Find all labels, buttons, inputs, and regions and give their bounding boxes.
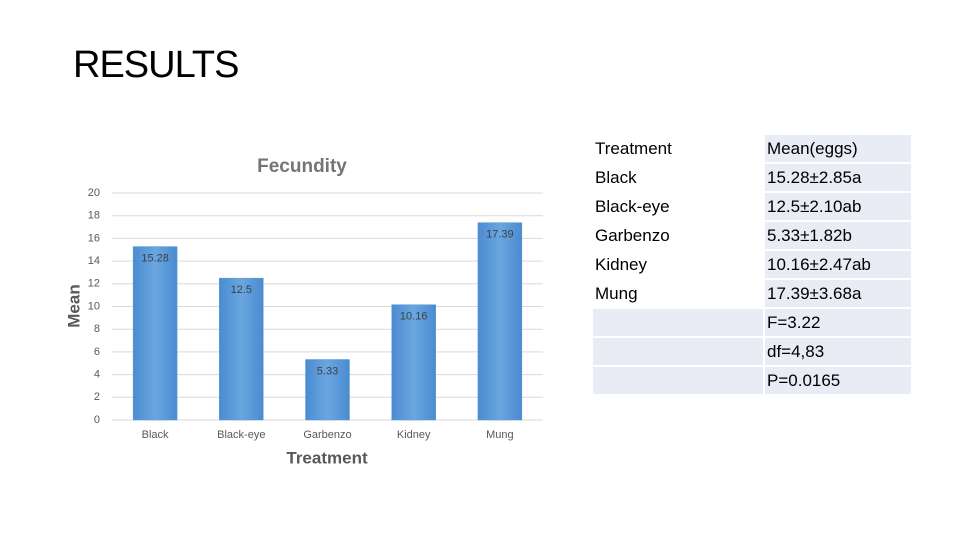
table-row: P=0.0165	[591, 365, 913, 396]
y-tick-label: 18	[88, 210, 100, 222]
x-tick-label: Black-eye	[217, 429, 265, 441]
y-tick-label: 0	[94, 414, 100, 426]
y-tick-label: 2	[94, 391, 100, 403]
y-axis-label: Mean	[64, 284, 83, 327]
table-cell: Mung	[591, 278, 765, 309]
bar	[305, 359, 350, 421]
table-row: Black 15.28±2.85a	[591, 162, 913, 193]
y-tick-label: 14	[88, 255, 100, 267]
table-cell: Kidney	[591, 249, 765, 280]
table-cell: F=3.22	[763, 307, 913, 338]
empty-cell	[591, 307, 765, 338]
data-label: 17.39	[486, 229, 514, 241]
x-tick-label: Kidney	[397, 429, 431, 441]
x-tick-label: Garbenzo	[303, 429, 351, 441]
y-tick-label: 20	[88, 187, 100, 199]
data-label: 10.16	[400, 311, 428, 323]
bar	[219, 277, 264, 421]
empty-cell	[591, 336, 765, 367]
table-cell: Treatment	[591, 133, 765, 164]
results-table: Treatment Mean(eggs) Black 15.28±2.85a Black…	[591, 133, 913, 396]
table-cell: 12.5±2.10ab	[763, 191, 913, 222]
y-tick-label: 12	[88, 278, 100, 290]
table-cell: P=0.0165	[763, 365, 913, 396]
table-row: df=4,83	[591, 336, 913, 367]
chart-title: Fecundity	[257, 156, 347, 177]
data-label: 12.5	[231, 284, 252, 296]
table-cell: Mean(eggs)	[763, 133, 913, 164]
table-row: F=3.22	[591, 307, 913, 338]
table-cell: Black	[591, 162, 765, 193]
data-label: 15.28	[141, 252, 169, 264]
x-axis-label: Treatment	[286, 448, 368, 467]
table-row: Mung 17.39±3.68a	[591, 278, 913, 309]
table-cell: 17.39±3.68a	[763, 278, 913, 309]
y-tick-label: 16	[88, 232, 100, 244]
table-cell: 15.28±2.85a	[763, 162, 913, 193]
table-cell: 5.33±1.82b	[763, 220, 913, 251]
y-tick-label: 8	[94, 323, 100, 335]
table-row: Black-eye 12.5±2.10ab	[591, 191, 913, 222]
table-cell: 10.16±2.47ab	[763, 249, 913, 280]
empty-cell	[591, 365, 765, 396]
table-cell: Black-eye	[591, 191, 765, 222]
y-tick-label: 6	[94, 346, 100, 358]
x-tick-label: Mung	[486, 429, 514, 441]
table-row: Treatment Mean(eggs)	[591, 133, 913, 164]
data-label: 5.33	[317, 365, 338, 377]
table-cell: df=4,83	[763, 336, 913, 367]
bar	[132, 246, 178, 421]
y-tick-label: 4	[94, 369, 100, 381]
table-cell: Garbenzo	[591, 220, 765, 251]
table-row: Kidney 10.16±2.47ab	[591, 249, 913, 280]
bar	[391, 304, 436, 421]
y-tick-label: 10	[88, 300, 100, 312]
table-row: Garbenzo 5.33±1.82b	[591, 220, 913, 251]
slide-title: RESULTS	[73, 44, 239, 86]
bar	[477, 222, 523, 421]
x-tick-label: Black	[142, 429, 169, 441]
